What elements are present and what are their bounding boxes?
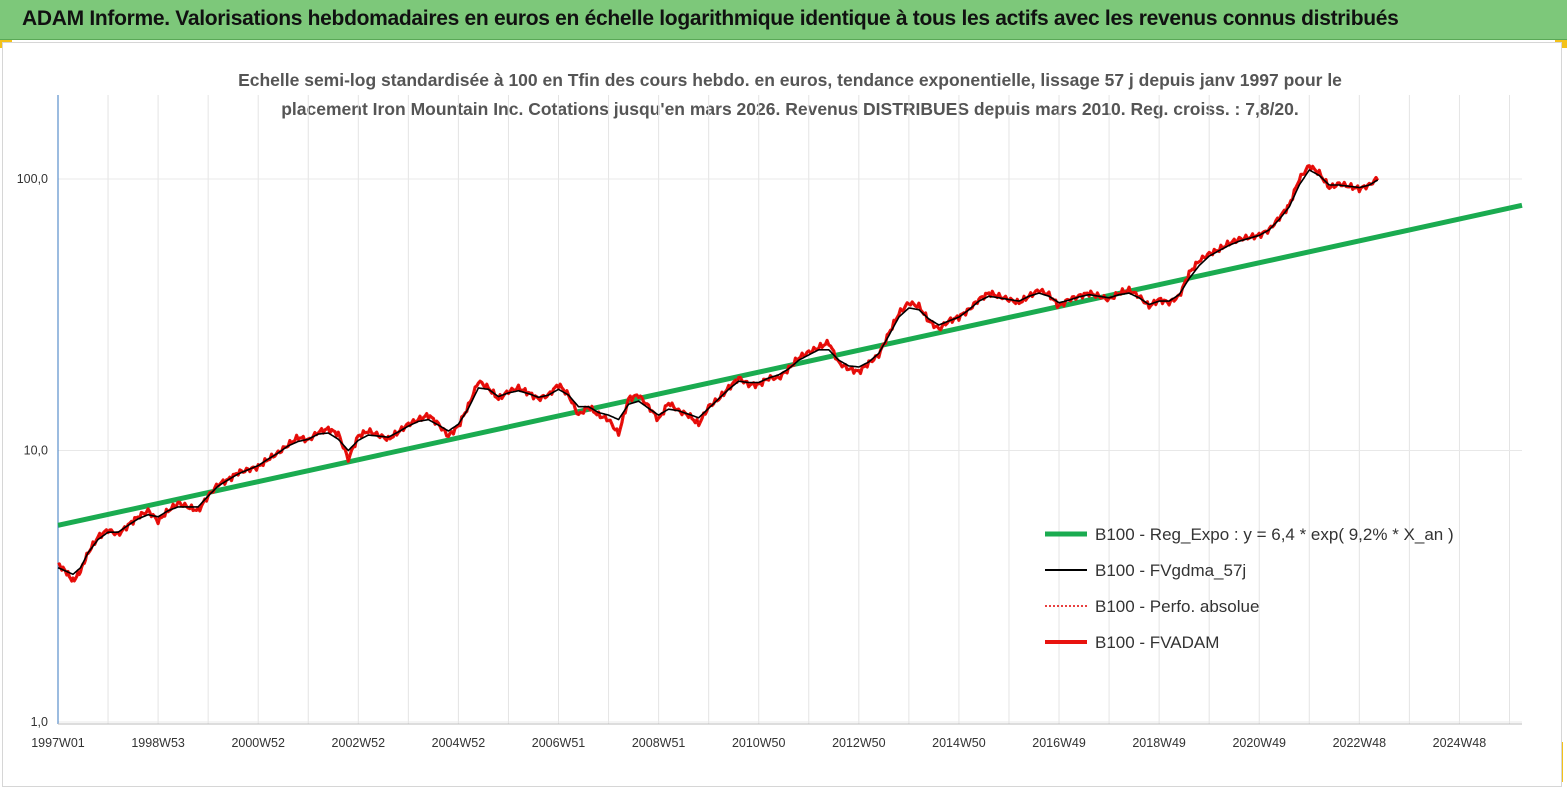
x-tick-label: 2020W49 bbox=[1232, 736, 1286, 750]
legend-label: B100 - Reg_Expo : y = 6,4 * exp( 9,2% * … bbox=[1095, 525, 1454, 544]
x-tick-label: 1998W53 bbox=[131, 736, 185, 750]
gridlines bbox=[57, 95, 1522, 724]
chart-title-line-1: Echelle semi-log standardisée à 100 en T… bbox=[238, 70, 1342, 90]
y-tick-label: 1,0 bbox=[31, 715, 48, 729]
x-tick-label: 2022W48 bbox=[1333, 736, 1387, 750]
axes bbox=[57, 95, 1522, 725]
x-tick-label: 2000W52 bbox=[231, 736, 285, 750]
report-banner: ADAM Informe. Valorisations hebdomadaire… bbox=[0, 0, 1567, 40]
legend: B100 - Reg_Expo : y = 6,4 * exp( 9,2% * … bbox=[1045, 525, 1454, 652]
report-title: ADAM Informe. Valorisations hebdomadaire… bbox=[22, 7, 1399, 30]
x-tick-label: 2006W51 bbox=[532, 736, 586, 750]
chart-title: Echelle semi-log standardisée à 100 en T… bbox=[160, 66, 1420, 124]
x-tick-label: 2010W50 bbox=[732, 736, 786, 750]
chart-title-line-2: placement Iron Mountain Inc. Cotations j… bbox=[281, 99, 1299, 119]
legend-label: B100 - Perfo. absolue bbox=[1095, 597, 1259, 616]
x-tick-label: 1997W01 bbox=[31, 736, 85, 750]
y-tick-label: 100,0 bbox=[17, 172, 48, 186]
x-tick-label: 2024W48 bbox=[1433, 736, 1487, 750]
x-tick-label: 2002W52 bbox=[332, 736, 386, 750]
x-tick-label: 2016W49 bbox=[1032, 736, 1086, 750]
y-tick-label: 10,0 bbox=[24, 444, 48, 458]
x-tick-label: 2004W52 bbox=[432, 736, 486, 750]
series-fvgdma-line bbox=[57, 169, 1379, 576]
legend-label: B100 - FVADAM bbox=[1095, 633, 1219, 652]
legend-label: B100 - FVgdma_57j bbox=[1095, 561, 1246, 580]
series-fvadam-line bbox=[57, 164, 1380, 583]
tick-labels: 1,0 10,0 100,0 1997W01 1998W53 2000W52 2002W52… bbox=[17, 172, 1487, 750]
x-tick-label: 2008W51 bbox=[632, 736, 686, 750]
x-tick-label: 2012W50 bbox=[832, 736, 886, 750]
chart-panel bbox=[2, 42, 1562, 787]
series-perfo-absolue-line bbox=[57, 165, 1379, 583]
x-tick-label: 2014W50 bbox=[932, 736, 986, 750]
x-tick-label: 2018W49 bbox=[1132, 736, 1186, 750]
series-group bbox=[57, 164, 1523, 583]
